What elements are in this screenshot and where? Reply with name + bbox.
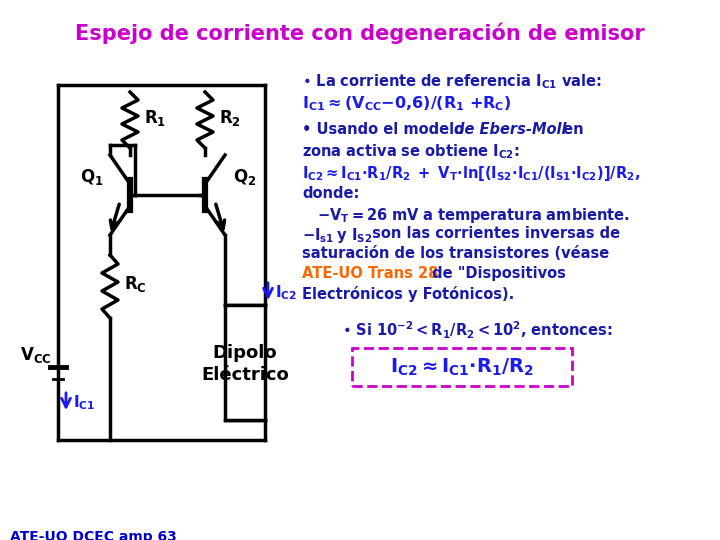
- Text: Espejo de corriente con degeneración de emisor: Espejo de corriente con degeneración de …: [75, 22, 645, 44]
- Text: $\mathbf{I_{C2} \approx I_{C1}{\cdot}R_1/R_2}$: $\mathbf{I_{C2} \approx I_{C1}{\cdot}R_1…: [390, 356, 534, 377]
- Text: $\mathbf{V_{CC}}$: $\mathbf{V_{CC}}$: [20, 345, 51, 365]
- Text: en: en: [558, 122, 584, 137]
- Text: • La corriente de referencia $\mathbf{I_{C1}}$ vale:: • La corriente de referencia $\mathbf{I_…: [302, 72, 602, 91]
- Text: donde:: donde:: [302, 186, 359, 201]
- Text: $\mathbf{R_2}$: $\mathbf{R_2}$: [219, 108, 241, 128]
- Text: • Si $\mathbf{10^{-2} < R_1/R_2 < 10^2}$, entonces:: • Si $\mathbf{10^{-2} < R_1/R_2 < 10^2}$…: [342, 320, 612, 341]
- Text: $\mathbf{I_{C1} \approx (V_{CC}{-}0{,}6)/(R_1\ {+}R_C)}$: $\mathbf{I_{C1} \approx (V_{CC}{-}0{,}6)…: [302, 94, 511, 113]
- Text: Eléctrico: Eléctrico: [201, 366, 289, 383]
- Bar: [352, 348, 572, 386]
- Text: Dipolo: Dipolo: [212, 343, 277, 361]
- Text: ATE-UO DCEC amp 63: ATE-UO DCEC amp 63: [10, 530, 176, 540]
- Text: de Ebers-Moll: de Ebers-Moll: [454, 122, 567, 137]
- Text: $\mathbf{R_C}$: $\mathbf{R_C}$: [124, 274, 147, 294]
- Text: $\mathbf{- V_T = 26\ mV\ a\ temperatura\ ambiente.}$: $\mathbf{- V_T = 26\ mV\ a\ temperatura\…: [317, 206, 630, 225]
- Text: $\mathbf{I_{C1}}$: $\mathbf{I_{C1}}$: [73, 394, 95, 413]
- Text: $\mathbf{I_{C2} \approx I_{C1}{\cdot}R_1/R_2\ +\ V_T{\cdot}ln[(I_{S2}{\cdot}I_{C: $\mathbf{I_{C2} \approx I_{C1}{\cdot}R_1…: [302, 164, 640, 183]
- Text: $\mathbf{\ y\ I_{S2}}$: $\mathbf{\ y\ I_{S2}}$: [332, 226, 372, 245]
- Text: ATE-UO Trans 28: ATE-UO Trans 28: [302, 266, 438, 281]
- Text: zona activa se obtiene $\mathbf{I_{C2}}$:: zona activa se obtiene $\mathbf{I_{C2}}$…: [302, 142, 520, 161]
- Text: de "Dispositivos: de "Dispositivos: [427, 266, 566, 281]
- Text: $\mathbf{Q_1}$: $\mathbf{Q_1}$: [80, 167, 104, 187]
- Text: saturación de los transistores (véase: saturación de los transistores (véase: [302, 246, 609, 261]
- Text: $\mathbf{I_{C2}}$: $\mathbf{I_{C2}}$: [275, 284, 297, 302]
- Text: son las corrientes inversas de: son las corrientes inversas de: [367, 226, 620, 241]
- Bar: [225, 305, 265, 420]
- Text: $\mathbf{Q_2}$: $\mathbf{Q_2}$: [233, 167, 256, 187]
- Text: • Usando el modelo: • Usando el modelo: [302, 122, 469, 137]
- Text: $\mathbf{R_1}$: $\mathbf{R_1}$: [144, 108, 166, 128]
- Text: Electrónicos y Fotónicos).: Electrónicos y Fotónicos).: [302, 286, 514, 302]
- Text: $\mathbf{-I_{s1}}$: $\mathbf{-I_{s1}}$: [302, 226, 335, 245]
